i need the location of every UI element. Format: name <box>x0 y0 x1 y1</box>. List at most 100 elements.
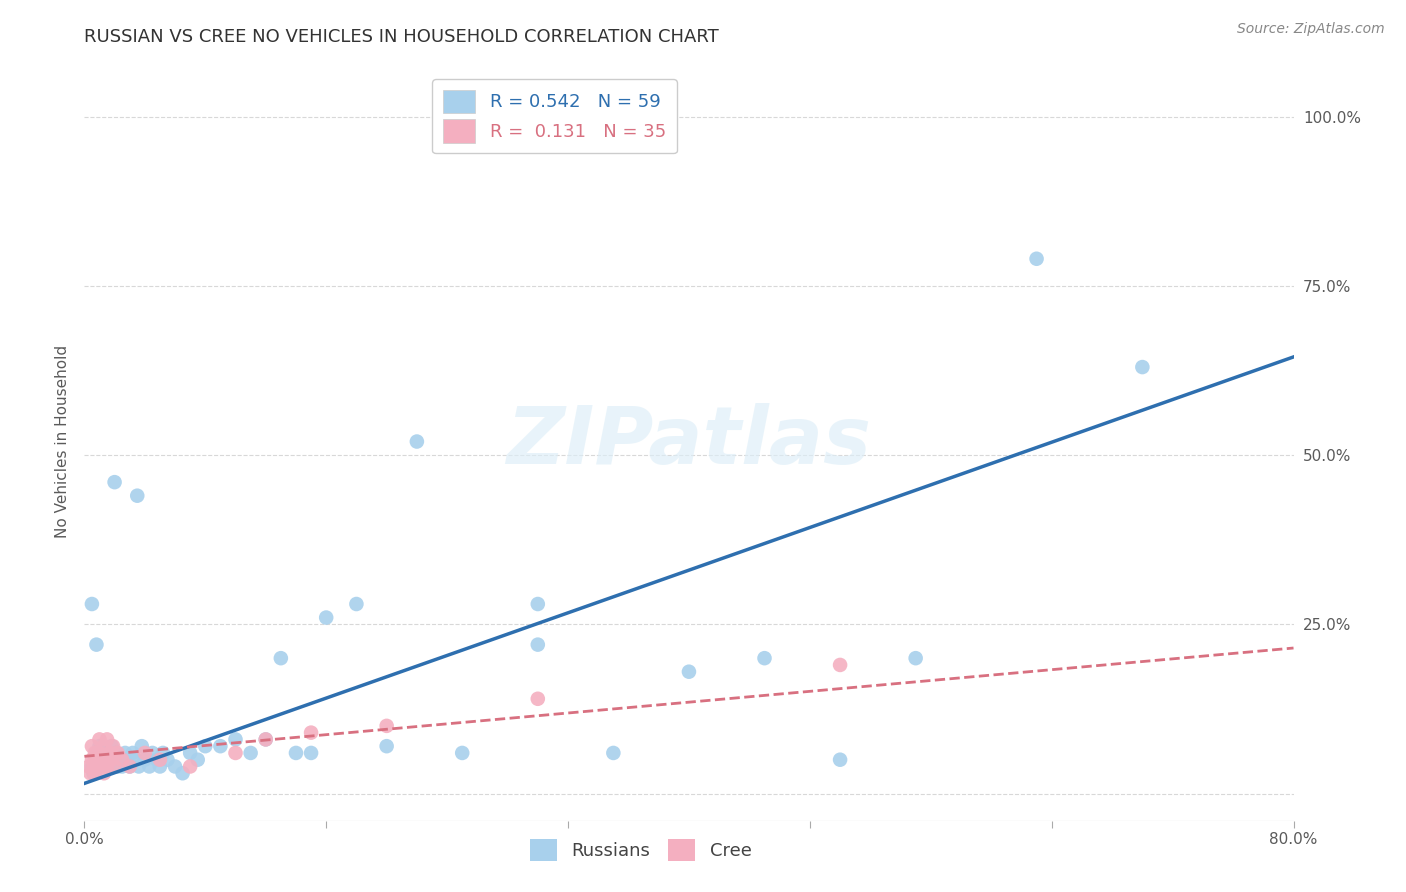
Point <box>89 753 111 767</box>
Point <box>118 759 141 773</box>
Text: RUSSIAN VS CREE NO VEHICLES IN HOUSEHOLD CORRELATION CHART: RUSSIAN VS CREE NO VEHICLES IN HOUSEHOLD… <box>84 28 718 45</box>
Point <box>94 753 117 767</box>
Point <box>754 651 776 665</box>
Point <box>127 489 149 503</box>
Point <box>97 753 120 767</box>
Point <box>89 739 111 754</box>
Point <box>134 746 156 760</box>
Point <box>239 746 262 760</box>
Point <box>111 753 134 767</box>
Point <box>165 759 187 773</box>
Point <box>80 753 103 767</box>
Point <box>121 746 143 760</box>
Point <box>149 753 172 767</box>
Point <box>91 746 114 760</box>
Point <box>96 759 118 773</box>
Point <box>80 759 103 773</box>
Point <box>93 759 115 773</box>
Point <box>125 753 148 767</box>
Point <box>104 753 127 767</box>
Point <box>254 732 277 747</box>
Point <box>77 759 100 773</box>
Point <box>375 719 398 733</box>
Point <box>84 753 107 767</box>
Point <box>114 746 136 760</box>
Point <box>80 739 103 754</box>
Point <box>80 597 103 611</box>
Point <box>84 746 107 760</box>
Point <box>299 746 322 760</box>
Point <box>100 753 122 767</box>
Point <box>128 759 150 773</box>
Point <box>98 746 121 760</box>
Point <box>527 597 550 611</box>
Text: Source: ZipAtlas.com: Source: ZipAtlas.com <box>1237 22 1385 37</box>
Point <box>346 597 368 611</box>
Point <box>904 651 927 665</box>
Point <box>375 739 398 754</box>
Point <box>100 739 122 754</box>
Point <box>93 766 115 780</box>
Point <box>179 759 201 773</box>
Point <box>105 746 128 760</box>
Point <box>90 759 112 773</box>
Point <box>830 753 852 767</box>
Point <box>194 739 217 754</box>
Point <box>678 665 700 679</box>
Point <box>89 732 111 747</box>
Point <box>82 759 104 773</box>
Point <box>187 753 209 767</box>
Point <box>141 746 163 760</box>
Point <box>138 759 160 773</box>
Point <box>115 753 138 767</box>
Point <box>93 739 115 754</box>
Point <box>96 732 118 747</box>
Point <box>299 725 322 739</box>
Point <box>87 746 110 760</box>
Point <box>131 739 153 754</box>
Point <box>98 753 121 767</box>
Point <box>97 746 120 760</box>
Point <box>89 746 111 760</box>
Point <box>527 691 550 706</box>
Point <box>315 610 337 624</box>
Point <box>82 766 104 780</box>
Point <box>111 759 134 773</box>
Point <box>87 759 110 773</box>
Point <box>152 746 174 760</box>
Point <box>172 766 194 780</box>
Point <box>107 759 129 773</box>
Point <box>406 434 429 449</box>
Point <box>91 753 114 767</box>
Point <box>101 739 124 754</box>
Point <box>225 746 247 760</box>
Point <box>1130 360 1153 375</box>
Point <box>86 759 108 773</box>
Point <box>108 753 131 767</box>
Point <box>451 746 474 760</box>
Text: ZIPatlas: ZIPatlas <box>506 402 872 481</box>
Point <box>86 753 108 767</box>
Point <box>94 753 117 767</box>
Point <box>107 746 129 760</box>
Point <box>146 753 169 767</box>
Point <box>104 475 127 490</box>
Point <box>156 753 179 767</box>
Point <box>149 759 172 773</box>
Point <box>602 746 624 760</box>
Point <box>101 759 124 773</box>
Point <box>1025 252 1047 266</box>
Point <box>225 732 247 747</box>
Point <box>96 759 118 773</box>
Point <box>79 766 101 780</box>
Point <box>118 759 141 773</box>
Point <box>134 753 156 767</box>
Point <box>527 638 550 652</box>
Y-axis label: No Vehicles in Household: No Vehicles in Household <box>55 345 70 538</box>
Legend: Russians, Cree: Russians, Cree <box>523 832 759 869</box>
Point <box>86 638 108 652</box>
Point <box>254 732 277 747</box>
Point <box>179 746 201 760</box>
Point <box>84 766 107 780</box>
Point <box>104 759 127 773</box>
